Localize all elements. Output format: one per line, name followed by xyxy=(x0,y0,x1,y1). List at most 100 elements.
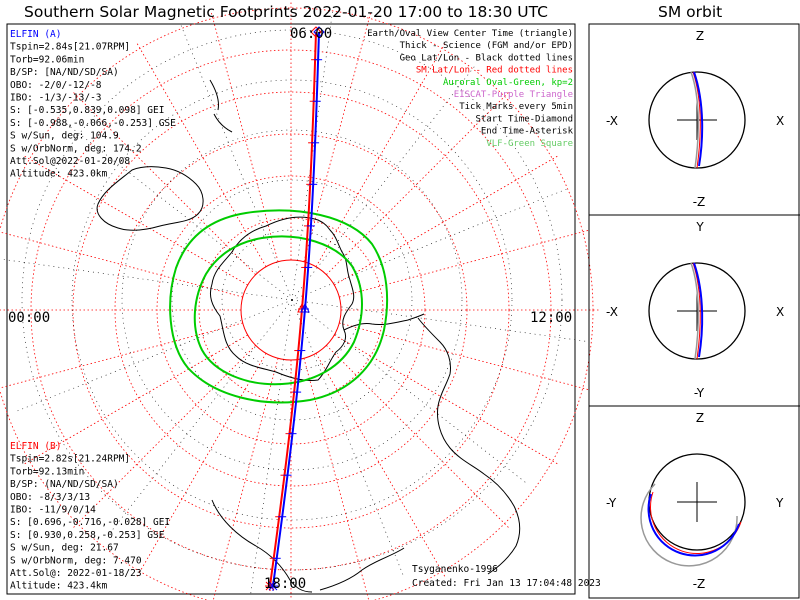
model-label: Tsyganenko-1996 xyxy=(412,564,498,575)
orbit-axis-label-left: -X xyxy=(606,305,618,319)
clock-label-top: 06:00 xyxy=(290,26,332,42)
elfin-b-info-line: Att.Sol@: 2022-01-18/23 xyxy=(10,568,142,579)
orbit-trace-gray xyxy=(690,262,699,360)
elfin-b-track-start-diamond xyxy=(310,26,322,38)
legend-entry: Tick Marks every 5min xyxy=(459,102,573,112)
orbit-axis-label-left: -X xyxy=(606,114,618,128)
legend-entry: End Time-Asterisk xyxy=(481,127,574,137)
legend-entry: Start Time-Diamond xyxy=(475,114,573,124)
orbit-axis-label-bottom: -Z xyxy=(693,577,706,591)
elfin-a-footprint-track xyxy=(268,26,325,591)
elfin-a-track-line xyxy=(272,31,320,587)
geo-longitude-line xyxy=(13,299,293,413)
auroral-oval xyxy=(169,209,389,404)
elfin-a-track-start-diamond xyxy=(313,26,325,38)
created-timestamp: Created: Fri Jan 13 17:04:48 2023 xyxy=(412,578,601,589)
clock-label-right: 12:00 xyxy=(530,310,572,326)
legend-entry: SM Lat/Lon - Red dotted lines xyxy=(416,66,573,76)
sm-orbit-title: SM orbit xyxy=(658,3,722,21)
geo-longitude-line xyxy=(0,258,293,301)
auroral-oval-inner xyxy=(193,235,363,386)
elfin-b-info-line: B/SP: (NA/ND/SD/SA) xyxy=(10,479,119,490)
orbit-axis-label-right: X xyxy=(776,114,784,128)
elfin-b-info-line: S w/OrbNorm, deg: 7.470 xyxy=(10,555,142,566)
elfin-b-info-line: S: [0.696,-0.716,-0.028] GEI xyxy=(10,517,170,528)
orbit-axis-label-top: Z xyxy=(696,411,704,425)
geo-longitude-line xyxy=(291,299,590,343)
orbit-panels-frame xyxy=(588,23,800,599)
geo-latitude-circle xyxy=(121,129,463,471)
geo-latitude-circle xyxy=(71,79,513,521)
orbit-axis-label-top: Z xyxy=(696,29,704,43)
orbit-trace-gray xyxy=(690,71,699,169)
legend-entry: Earth/Oval View Center Time (triangle) xyxy=(367,29,573,39)
elfin-b-info-line: Altitude: 423.4km xyxy=(10,581,108,592)
sm-orbit-panel: Z -Z -Y Y xyxy=(606,411,784,591)
sm-longitude-line xyxy=(315,353,447,579)
legend-entry: Geo Lat/Lon - Black dotted lines xyxy=(400,53,573,63)
elfin-a-info-line: S: [-0.535,0.839,0.098] GEI xyxy=(10,105,164,116)
elfin-a-info-line: B/SP: [NA/ND/SD/SA) xyxy=(10,67,119,78)
new-zealand-coastline xyxy=(209,79,233,133)
sm-longitude-line xyxy=(326,345,511,530)
legend-entry: EISCAT-Purple Triangle xyxy=(454,90,573,100)
elfin-b-footprint-track xyxy=(265,26,322,591)
elfin-a-info-line: IBO: -1/3/-13/-3 xyxy=(10,93,102,104)
orbit-axis-label-left: -Y xyxy=(606,496,617,510)
elfin-a-orbit-trace xyxy=(647,493,740,557)
elfin-a-track-end-asterisk xyxy=(268,581,278,591)
sm-longitude-line xyxy=(339,229,591,298)
elfin-a-info-line: OBO: -2/0/-12/-8 xyxy=(10,80,102,91)
elfin-a-info-line: Att.Sol@2022-01-20/08 xyxy=(10,156,130,167)
elfin-a-info-line: S w/Sun, deg: 104.9 xyxy=(10,131,119,142)
orbit-trace-gray xyxy=(640,483,738,567)
elfin-a-orbit-trace xyxy=(693,71,704,167)
elfin-a-info-line: Altitude: 423.0km xyxy=(10,169,108,180)
geo-longitude-line xyxy=(291,299,529,485)
sm-longitude-line xyxy=(0,322,243,389)
elfin-a-info-line: S: [-0.988,-0.066,-0.253] GSE xyxy=(10,118,176,129)
polar-map: 06:00 18:00 00:00 12:00 Earth/Oval View … xyxy=(0,0,601,600)
antarctic-peninsula-coastline xyxy=(343,313,425,331)
legend-entry: Auroral Oval-Green, kp=2 xyxy=(443,78,573,88)
sm-longitude-line xyxy=(303,358,370,600)
geo-longitude-line xyxy=(55,115,293,301)
sm-orbit-panel: Y -Y -X X xyxy=(606,220,784,400)
legend-entry: VLF-Green Square xyxy=(486,139,573,149)
sm-longitude-line xyxy=(315,41,447,267)
sm-longitude-line xyxy=(334,154,560,286)
legend: Earth/Oval View Center Time (triangle) Th… xyxy=(367,29,573,149)
geo-longitude-line xyxy=(291,2,335,301)
sm-latitude-grid xyxy=(0,0,601,600)
sm-longitude-line xyxy=(71,90,256,275)
geo-longitude-line xyxy=(107,299,293,537)
elfin-a-orbit-trace xyxy=(693,262,704,358)
auroral-oval-outer xyxy=(169,209,389,404)
sm-longitude-line xyxy=(22,334,248,466)
sm-orbit-panel: Z -Z -X X xyxy=(606,29,784,209)
orbit-axis-label-bottom: -Y xyxy=(694,386,705,400)
sm-longitude-line xyxy=(210,10,279,262)
clock-label-left: 00:00 xyxy=(8,310,50,326)
elfin-b-info-header: ELFIN (B) xyxy=(10,441,61,452)
elfin-a-info: ELFIN (A) Tspin=2.84s[21.07RPM]Torb=92.06… xyxy=(10,29,176,180)
legend-entry: Thick - Science (FGM and/or EPD) xyxy=(400,41,573,51)
elfin-b-orbit-trace xyxy=(692,262,701,360)
figure-title: Southern Solar Magnetic Footprints 2022-… xyxy=(24,3,548,21)
geo-longitude-line xyxy=(179,21,293,301)
antarctica-coastline xyxy=(209,216,355,381)
elfin-b-info-line: OBO: -8/3/3/13 xyxy=(10,492,90,503)
sm-longitude-line xyxy=(334,334,560,466)
orbit-axis-label-top: Y xyxy=(695,220,704,234)
sm-latitude-circle xyxy=(114,133,468,487)
clock-label-bottom: 18:00 xyxy=(264,576,306,592)
geo-latitude-circle xyxy=(21,29,563,571)
sm-longitude-line xyxy=(326,90,511,275)
elfin-b-info-line: S: [0.930,0.258,-0.253] GSE xyxy=(10,530,165,541)
sm-latitude-circle xyxy=(30,49,552,571)
geo-latitude-circle xyxy=(171,179,413,421)
orbit-axis-label-right: Y xyxy=(775,496,784,510)
geo-longitude-line xyxy=(249,299,293,598)
elfin-b-info-line: Torb=92.13min xyxy=(10,466,84,477)
